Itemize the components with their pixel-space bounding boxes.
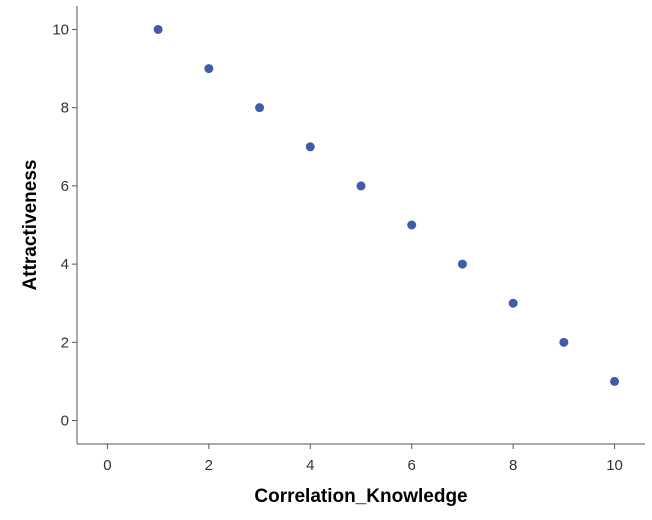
x-tick-label: 2 (205, 457, 213, 474)
y-ticks: 0 2 4 6 8 10 (52, 21, 77, 430)
x-tick-label: 4 (306, 457, 314, 474)
data-point (610, 376, 620, 386)
y-tick-label: 0 (61, 413, 69, 430)
y-tick-label: 4 (61, 256, 69, 273)
x-axis-title: Correlation_Knowledge (254, 486, 467, 507)
x-tick-label: 0 (103, 457, 111, 474)
data-point (305, 142, 315, 152)
x-ticks: 0 2 4 6 8 10 (103, 444, 623, 474)
data-point (508, 298, 518, 308)
data-point (457, 259, 467, 269)
x-tick-label: 10 (606, 457, 623, 474)
data-point (407, 220, 417, 230)
axes (76, 6, 645, 445)
y-tick-label: 10 (52, 21, 69, 38)
data-point (204, 64, 214, 74)
y-tick-label: 6 (61, 178, 69, 195)
x-tick-label: 8 (509, 457, 517, 474)
data-point (356, 181, 366, 191)
data-point (255, 103, 265, 113)
y-tick-label: 2 (61, 334, 69, 351)
data-points (153, 24, 620, 386)
data-point (153, 24, 163, 34)
y-axis-title: Attractiveness (20, 160, 41, 291)
data-point (559, 337, 569, 347)
x-tick-label: 6 (408, 457, 416, 474)
y-tick-label: 8 (61, 100, 69, 117)
